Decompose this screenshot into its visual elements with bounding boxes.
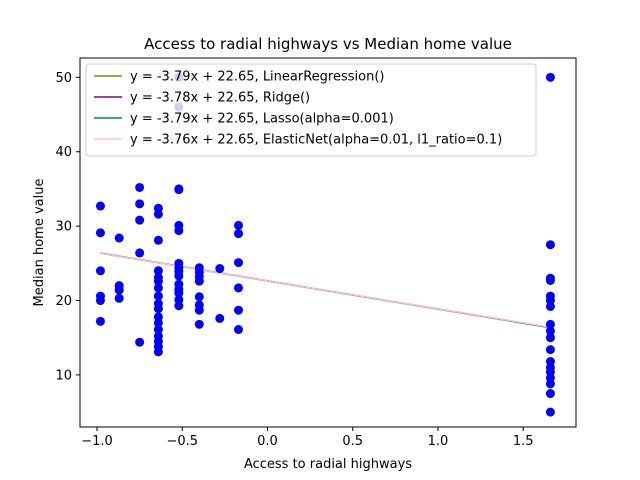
data-point [153, 291, 163, 301]
x-tick-label: 0.5 [342, 434, 363, 449]
legend-box [85, 63, 537, 157]
x-tick-label: −0.5 [166, 434, 198, 449]
x-axis-ticks: −1.0 −0.5 0.0 0.5 1.0 1.5 [81, 427, 534, 449]
data-point [174, 271, 184, 281]
data-point [545, 301, 555, 311]
data-point [153, 266, 163, 276]
data-point [174, 226, 184, 236]
data-point [174, 185, 184, 195]
data-point [234, 305, 244, 315]
data-point [234, 325, 244, 335]
data-point [194, 276, 204, 286]
data-point [153, 209, 163, 219]
data-point [135, 199, 145, 209]
y-tick-label: 20 [55, 294, 72, 309]
data-point [234, 229, 244, 239]
data-point [95, 296, 105, 306]
y-axis-title: Median home value [32, 179, 47, 307]
data-point [153, 276, 163, 286]
y-tick-label: 30 [55, 220, 72, 235]
data-point [135, 337, 145, 347]
x-tick-label: 1.0 [428, 434, 449, 449]
data-point [153, 347, 163, 357]
legend-entry: y = -3.78x + 22.65, Ridge() [130, 91, 310, 106]
data-point [114, 285, 124, 295]
data-point [234, 258, 244, 268]
y-tick-label: 40 [55, 145, 72, 160]
data-point [153, 235, 163, 245]
data-point [545, 326, 555, 336]
data-point [114, 293, 124, 303]
data-point [135, 215, 145, 225]
data-point [545, 345, 555, 355]
data-point [234, 283, 244, 293]
data-point [153, 304, 163, 314]
data-point [545, 72, 555, 82]
data-point [114, 233, 124, 243]
regression-line-4 [100, 252, 551, 328]
x-tick-label: −1.0 [81, 434, 113, 449]
data-point [194, 319, 204, 329]
data-point [545, 319, 555, 329]
data-point [174, 288, 184, 298]
x-axis-title: Access to radial highways [244, 457, 412, 472]
scatter-points [95, 72, 555, 417]
data-point [194, 292, 204, 302]
data-point [95, 201, 105, 211]
data-point [153, 283, 163, 293]
x-tick-label: 1.5 [513, 434, 534, 449]
chart-title: Access to radial highways vs Median home… [144, 35, 512, 53]
data-point [545, 407, 555, 417]
data-point [215, 313, 225, 323]
data-point [95, 228, 105, 238]
data-point [135, 182, 145, 192]
data-point [135, 248, 145, 258]
x-tick-label: 0.0 [257, 434, 278, 449]
data-point [545, 240, 555, 250]
data-point [545, 333, 555, 343]
data-point [545, 379, 555, 389]
data-point [95, 316, 105, 326]
data-point [545, 275, 555, 285]
regression-lines [100, 252, 551, 329]
y-axis-ticks: 10 20 30 40 50 [55, 71, 80, 383]
y-tick-label: 50 [55, 71, 72, 86]
data-point [174, 301, 184, 311]
data-point [153, 325, 163, 335]
legend: y = -3.79x + 22.65, LinearRegression() y … [85, 63, 537, 157]
data-point [215, 264, 225, 274]
legend-entry: y = -3.76x + 22.65, ElasticNet(alpha=0.0… [130, 133, 502, 148]
data-point [95, 266, 105, 276]
legend-entry: y = -3.79x + 22.65, LinearRegression() [130, 70, 384, 85]
legend-entry: y = -3.79x + 22.65, Lasso(alpha=0.001) [130, 112, 394, 127]
data-point [153, 318, 163, 328]
data-point [234, 220, 244, 230]
data-point [545, 389, 555, 399]
data-point [194, 305, 204, 315]
y-tick-label: 10 [55, 368, 72, 383]
plot-frame [79, 57, 577, 428]
